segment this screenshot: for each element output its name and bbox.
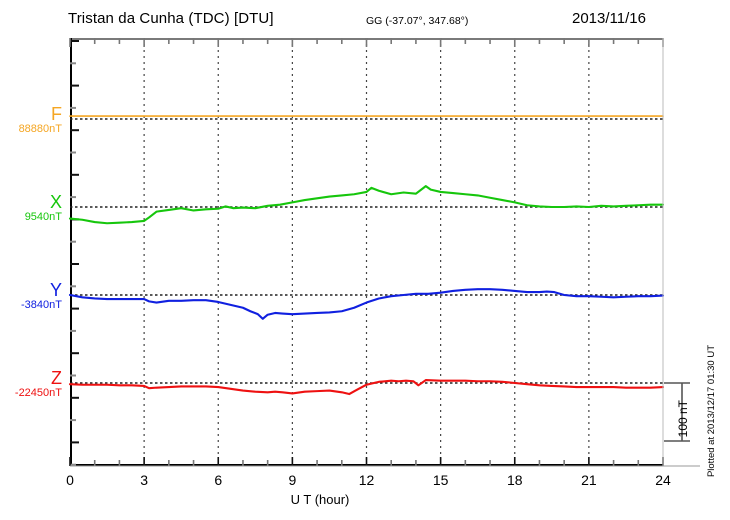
component-baseline-z: -22450nT	[14, 387, 62, 399]
component-label-z: Z -22450nT	[2, 369, 62, 400]
component-baseline-f: 88880nT	[18, 123, 62, 135]
x-tick-label-12: 12	[358, 472, 375, 488]
component-letter-x: X	[49, 192, 62, 212]
x-axis-ticks	[69, 38, 664, 466]
x-axis-title-text: U T (hour)	[290, 492, 350, 507]
component-label-x: X 9540nT	[2, 193, 62, 224]
x-tick-label-15: 15	[432, 472, 449, 488]
x-tick-label-18: 18	[506, 472, 523, 488]
x-axis-title: U T (hour)	[0, 492, 730, 507]
geographic-coordinates: GG (-37.07°, 347.68°)	[366, 15, 469, 27]
x-tick-label-9: 9	[288, 472, 297, 488]
component-letter-z: Z	[51, 368, 62, 388]
component-letter-f: F	[51, 104, 62, 124]
scale-bar-label: 100 nT	[676, 400, 690, 438]
page-title: Tristan da Cunha (TDC) [DTU]	[68, 10, 274, 27]
component-label-f: F 88880nT	[2, 105, 62, 136]
scale-bar	[70, 38, 700, 467]
component-label-y: Y -3840nT	[2, 281, 62, 312]
component-baseline-x: 9540nT	[24, 211, 62, 223]
component-baselines	[70, 118, 663, 384]
y-axis-ticks	[70, 40, 79, 466]
x-tick-label-6: 6	[214, 472, 223, 488]
x-tick-label-24: 24	[655, 472, 671, 488]
observation-date: 2013/11/16	[572, 10, 646, 27]
component-baseline-y: -3840nT	[21, 299, 62, 311]
component-traces	[68, 115, 665, 396]
x-tick-label-21: 21	[581, 472, 597, 488]
plotted-timestamp: Plotted at 2013/12/17 01:30 UT	[706, 345, 717, 478]
x-tick-label-3: 3	[140, 472, 149, 488]
gridlines	[143, 38, 590, 466]
x-tick-label-0: 0	[66, 472, 74, 488]
component-letter-y: Y	[49, 280, 62, 300]
